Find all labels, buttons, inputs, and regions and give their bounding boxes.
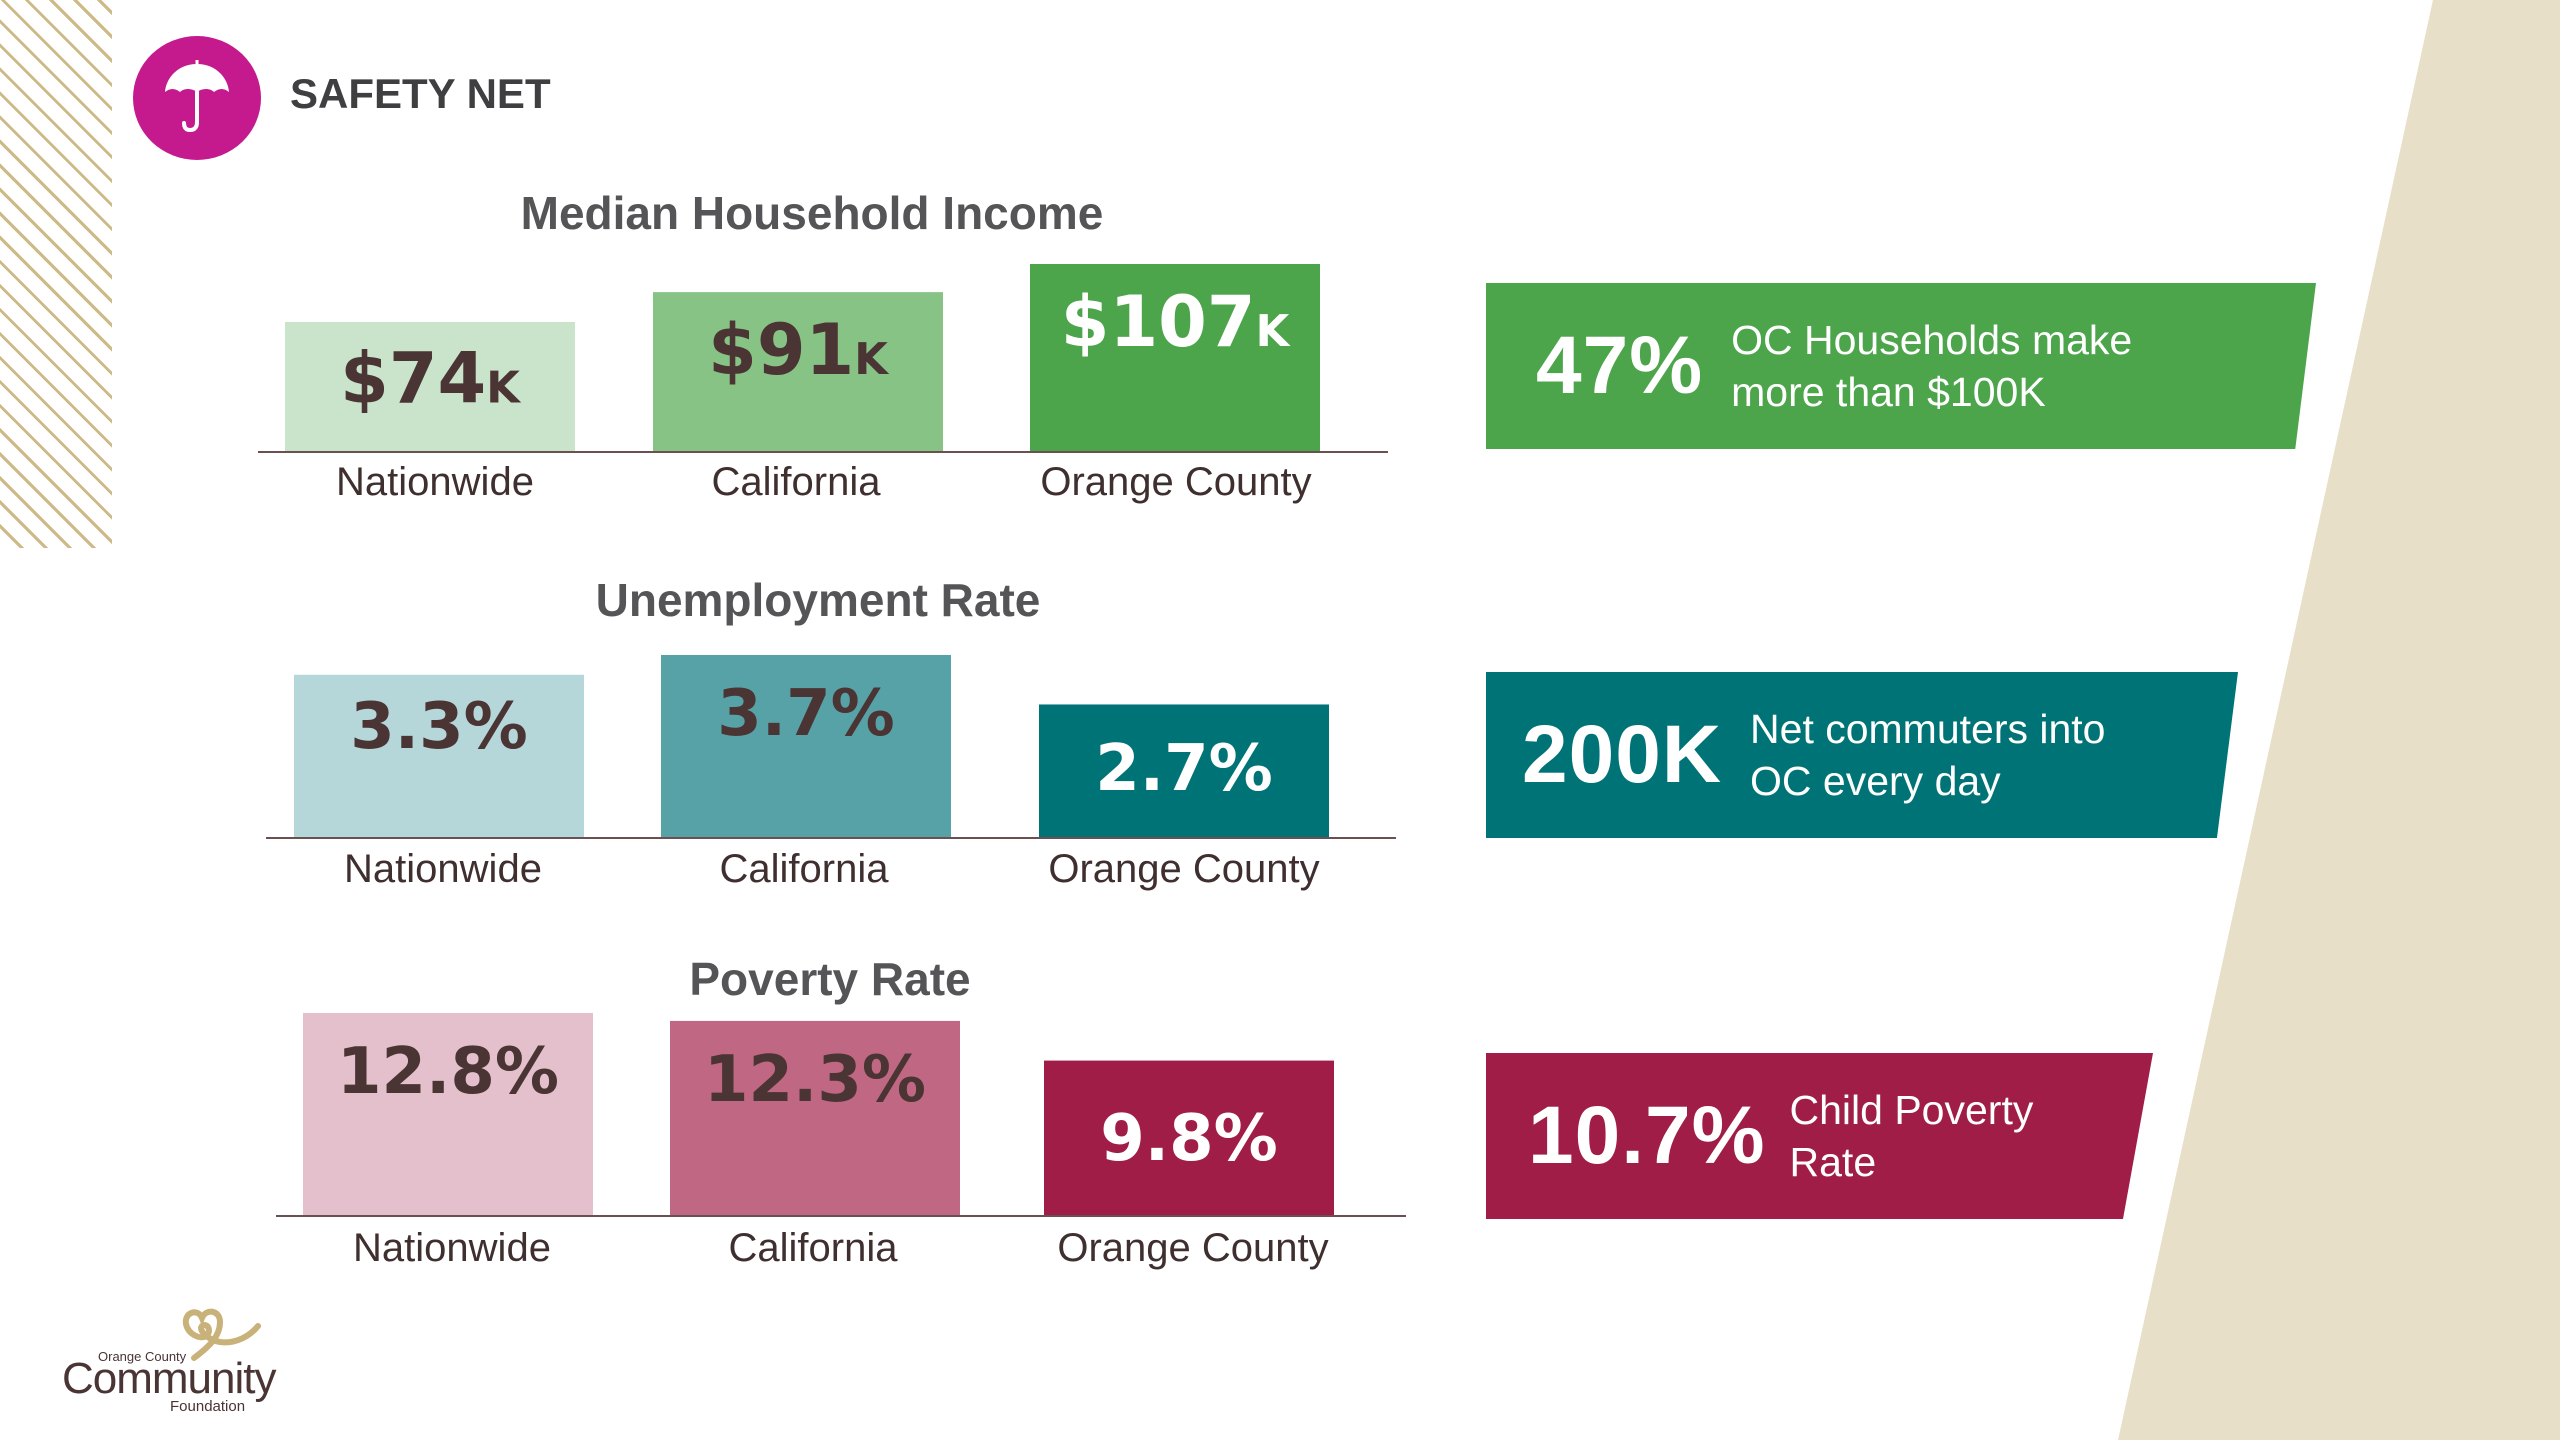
callout-line: Rate (1789, 1139, 1877, 1185)
unemployment-chart-svg: 3.3% 3.7% 2.7% (266, 655, 1396, 839)
callout-line: Child Poverty (1789, 1087, 2034, 1133)
unemployment-label-orange-county: Orange County (1048, 847, 1320, 891)
bar-california (661, 655, 951, 838)
callout-child-poverty: 10.7% Child Poverty Rate (1486, 1053, 2153, 1219)
income-label-california: California (711, 460, 881, 504)
unemployment-chart: 3.3% 3.7% 2.7% (266, 643, 1406, 943)
chart-title-income: Median Household Income (520, 187, 1104, 239)
bar-orange-county (1030, 264, 1320, 452)
data-label: 12.3% (704, 1043, 926, 1117)
data-label: $107K (1061, 281, 1291, 363)
poverty-chart-svg: 12.8% 12.3% 9.8% (276, 1013, 1406, 1217)
data-label: $74K (340, 338, 521, 420)
bar-california (653, 292, 943, 452)
logo-line-1: Orange County (98, 1349, 187, 1364)
poverty-label-nationwide: Nationwide (353, 1226, 551, 1270)
data-label: 12.8% (337, 1035, 559, 1109)
income-chart-svg: $74K $91K $107K (258, 264, 1388, 453)
callout-value: 10.7% (1528, 1090, 1766, 1181)
umbrella-icon (165, 60, 229, 133)
callout-value: 200K (1522, 709, 1723, 800)
data-label: 2.7% (1095, 732, 1273, 806)
callout-line: more than $100K (1731, 369, 2046, 415)
chart-title-unemployment: Unemployment Rate (595, 574, 1041, 626)
poverty-label-orange-county: Orange County (1057, 1226, 1329, 1270)
callout-line: OC Households make (1731, 317, 2133, 363)
income-chart: $74K $91K $107K (258, 258, 1398, 558)
callout-line: OC every day (1750, 758, 2001, 804)
logo-line-3: Foundation (170, 1398, 246, 1415)
poverty-label-california: California (728, 1226, 898, 1270)
bar-orange-county (1039, 704, 1329, 838)
bar-orange-county (1044, 1060, 1334, 1216)
bar-nationwide (303, 1013, 593, 1216)
data-label: 3.3% (350, 690, 528, 764)
callout-households: 47% OC Households make more than $100K (1486, 283, 2316, 449)
unemployment-label-nationwide: Nationwide (344, 847, 542, 891)
logo-line-2: Community (62, 1354, 276, 1403)
data-label: 3.7% (717, 677, 895, 751)
heart-ribbon-icon (182, 1308, 261, 1361)
callout-commuters: 200K Net commuters into OC every day (1486, 672, 2238, 838)
income-label-orange-county: Orange County (1040, 460, 1312, 504)
callout-description: Net commuters into OC every day (1750, 703, 2105, 807)
umbrella-badge (133, 36, 261, 160)
callout-line: Net commuters into (1750, 706, 2106, 752)
bar-california (670, 1020, 960, 1216)
callout-description: OC Households make more than $100K (1731, 314, 2132, 418)
unemployment-label-california: California (719, 847, 889, 891)
diagonal-stripes (0, 0, 112, 548)
income-label-nationwide: Nationwide (336, 460, 534, 504)
page-title: SAFETY NET (290, 70, 551, 117)
bar-nationwide (285, 321, 575, 452)
beige-panel (2118, 0, 2560, 1440)
bar-nationwide (294, 674, 584, 838)
callout-description: Child Poverty Rate (1790, 1084, 2034, 1188)
callout-value: 47% (1536, 320, 1704, 411)
community-foundation-logo: Orange County Community Foundation (60, 1306, 300, 1416)
data-label: 9.8% (1100, 1102, 1278, 1176)
poverty-chart: 12.8% 12.3% 9.8% (276, 1012, 1416, 1312)
chart-title-poverty: Poverty Rate (689, 953, 971, 1005)
